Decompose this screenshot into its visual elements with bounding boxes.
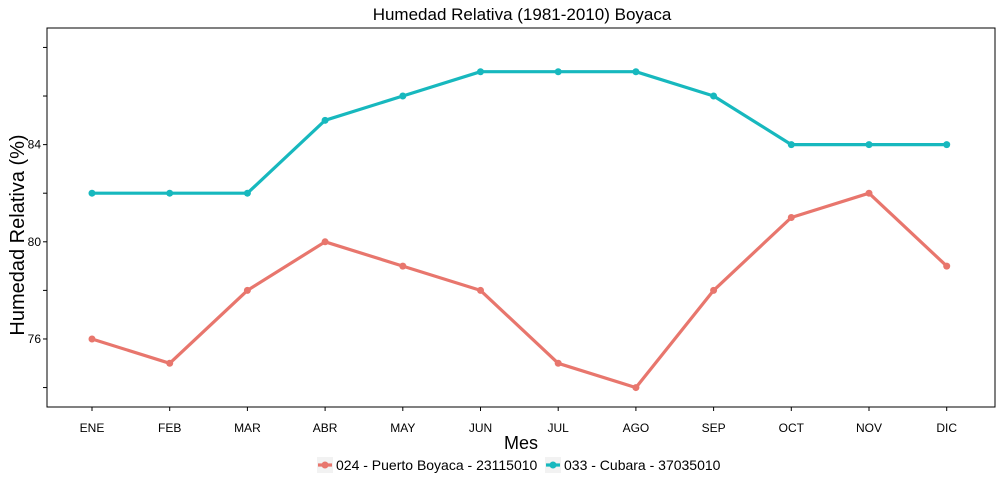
series-2-point <box>243 189 251 197</box>
series-2-point <box>166 189 174 197</box>
x-tick-label: AGO <box>623 421 650 435</box>
series-1-point <box>787 214 795 221</box>
legend-key-point <box>321 461 329 469</box>
series-line-1 <box>90 191 949 390</box>
y-tick-label: 76 <box>28 332 42 346</box>
x-axis: ENE FEB MAR ABR MAY JUN JUL AGO SEP OCT NOV DIC <box>80 407 957 435</box>
x-tick-label: DIC <box>936 421 957 435</box>
legend-label-2: 033 - Cubara - 37035010 <box>564 457 721 473</box>
plot-panel <box>46 27 996 408</box>
series-1-point <box>166 359 174 367</box>
series-2-point <box>943 141 951 149</box>
y-tick-label: 80 <box>28 235 42 249</box>
chart-title: Humedad Relativa (1981-2010) Boyaca <box>373 5 672 24</box>
legend: 024 - Puerto Boyaca - 23115010 033 - Cuba… <box>317 457 721 473</box>
x-tick-label: ABR <box>313 421 338 435</box>
series-2-point <box>865 141 873 149</box>
y-axis: 76 80 84 <box>28 46 47 389</box>
x-tick-label: JUN <box>469 421 492 435</box>
series-1-point <box>88 335 96 343</box>
series-1-point <box>477 286 484 294</box>
y-axis-title: Humedad Relativa (%) <box>7 134 29 335</box>
series-line-2 <box>90 70 949 195</box>
series-layer <box>88 68 951 392</box>
x-axis-title: Mes <box>504 433 538 453</box>
x-tick-label: JUL <box>548 421 570 435</box>
series-2-point <box>399 92 407 100</box>
series-2-point <box>321 116 329 124</box>
series-1-point <box>943 262 951 270</box>
series-1-point <box>554 359 562 367</box>
series-2-point <box>787 141 795 149</box>
series-1-point <box>710 286 718 294</box>
series-1-point <box>865 189 873 197</box>
x-tick-label: SEP <box>702 421 726 435</box>
series-1-point <box>632 384 640 392</box>
series-2-point <box>554 68 562 76</box>
x-tick-label: OCT <box>779 421 805 435</box>
series-2-point <box>632 68 640 76</box>
x-tick-label: ENE <box>80 421 105 435</box>
x-tick-label: NOV <box>856 421 882 435</box>
series-1-point <box>321 238 329 246</box>
legend-key-point <box>549 461 557 469</box>
x-tick-label: MAY <box>390 421 415 435</box>
series-1-point <box>243 286 251 294</box>
series-2-point <box>477 68 484 76</box>
x-tick-label: MAR <box>234 421 261 435</box>
series-2-point <box>88 189 96 197</box>
series-2-point <box>710 92 718 100</box>
x-tick-label: FEB <box>158 421 181 435</box>
legend-label-1: 024 - Puerto Boyaca - 23115010 <box>336 457 538 473</box>
y-tick-label: 84 <box>28 138 42 152</box>
series-1-point <box>399 262 407 270</box>
